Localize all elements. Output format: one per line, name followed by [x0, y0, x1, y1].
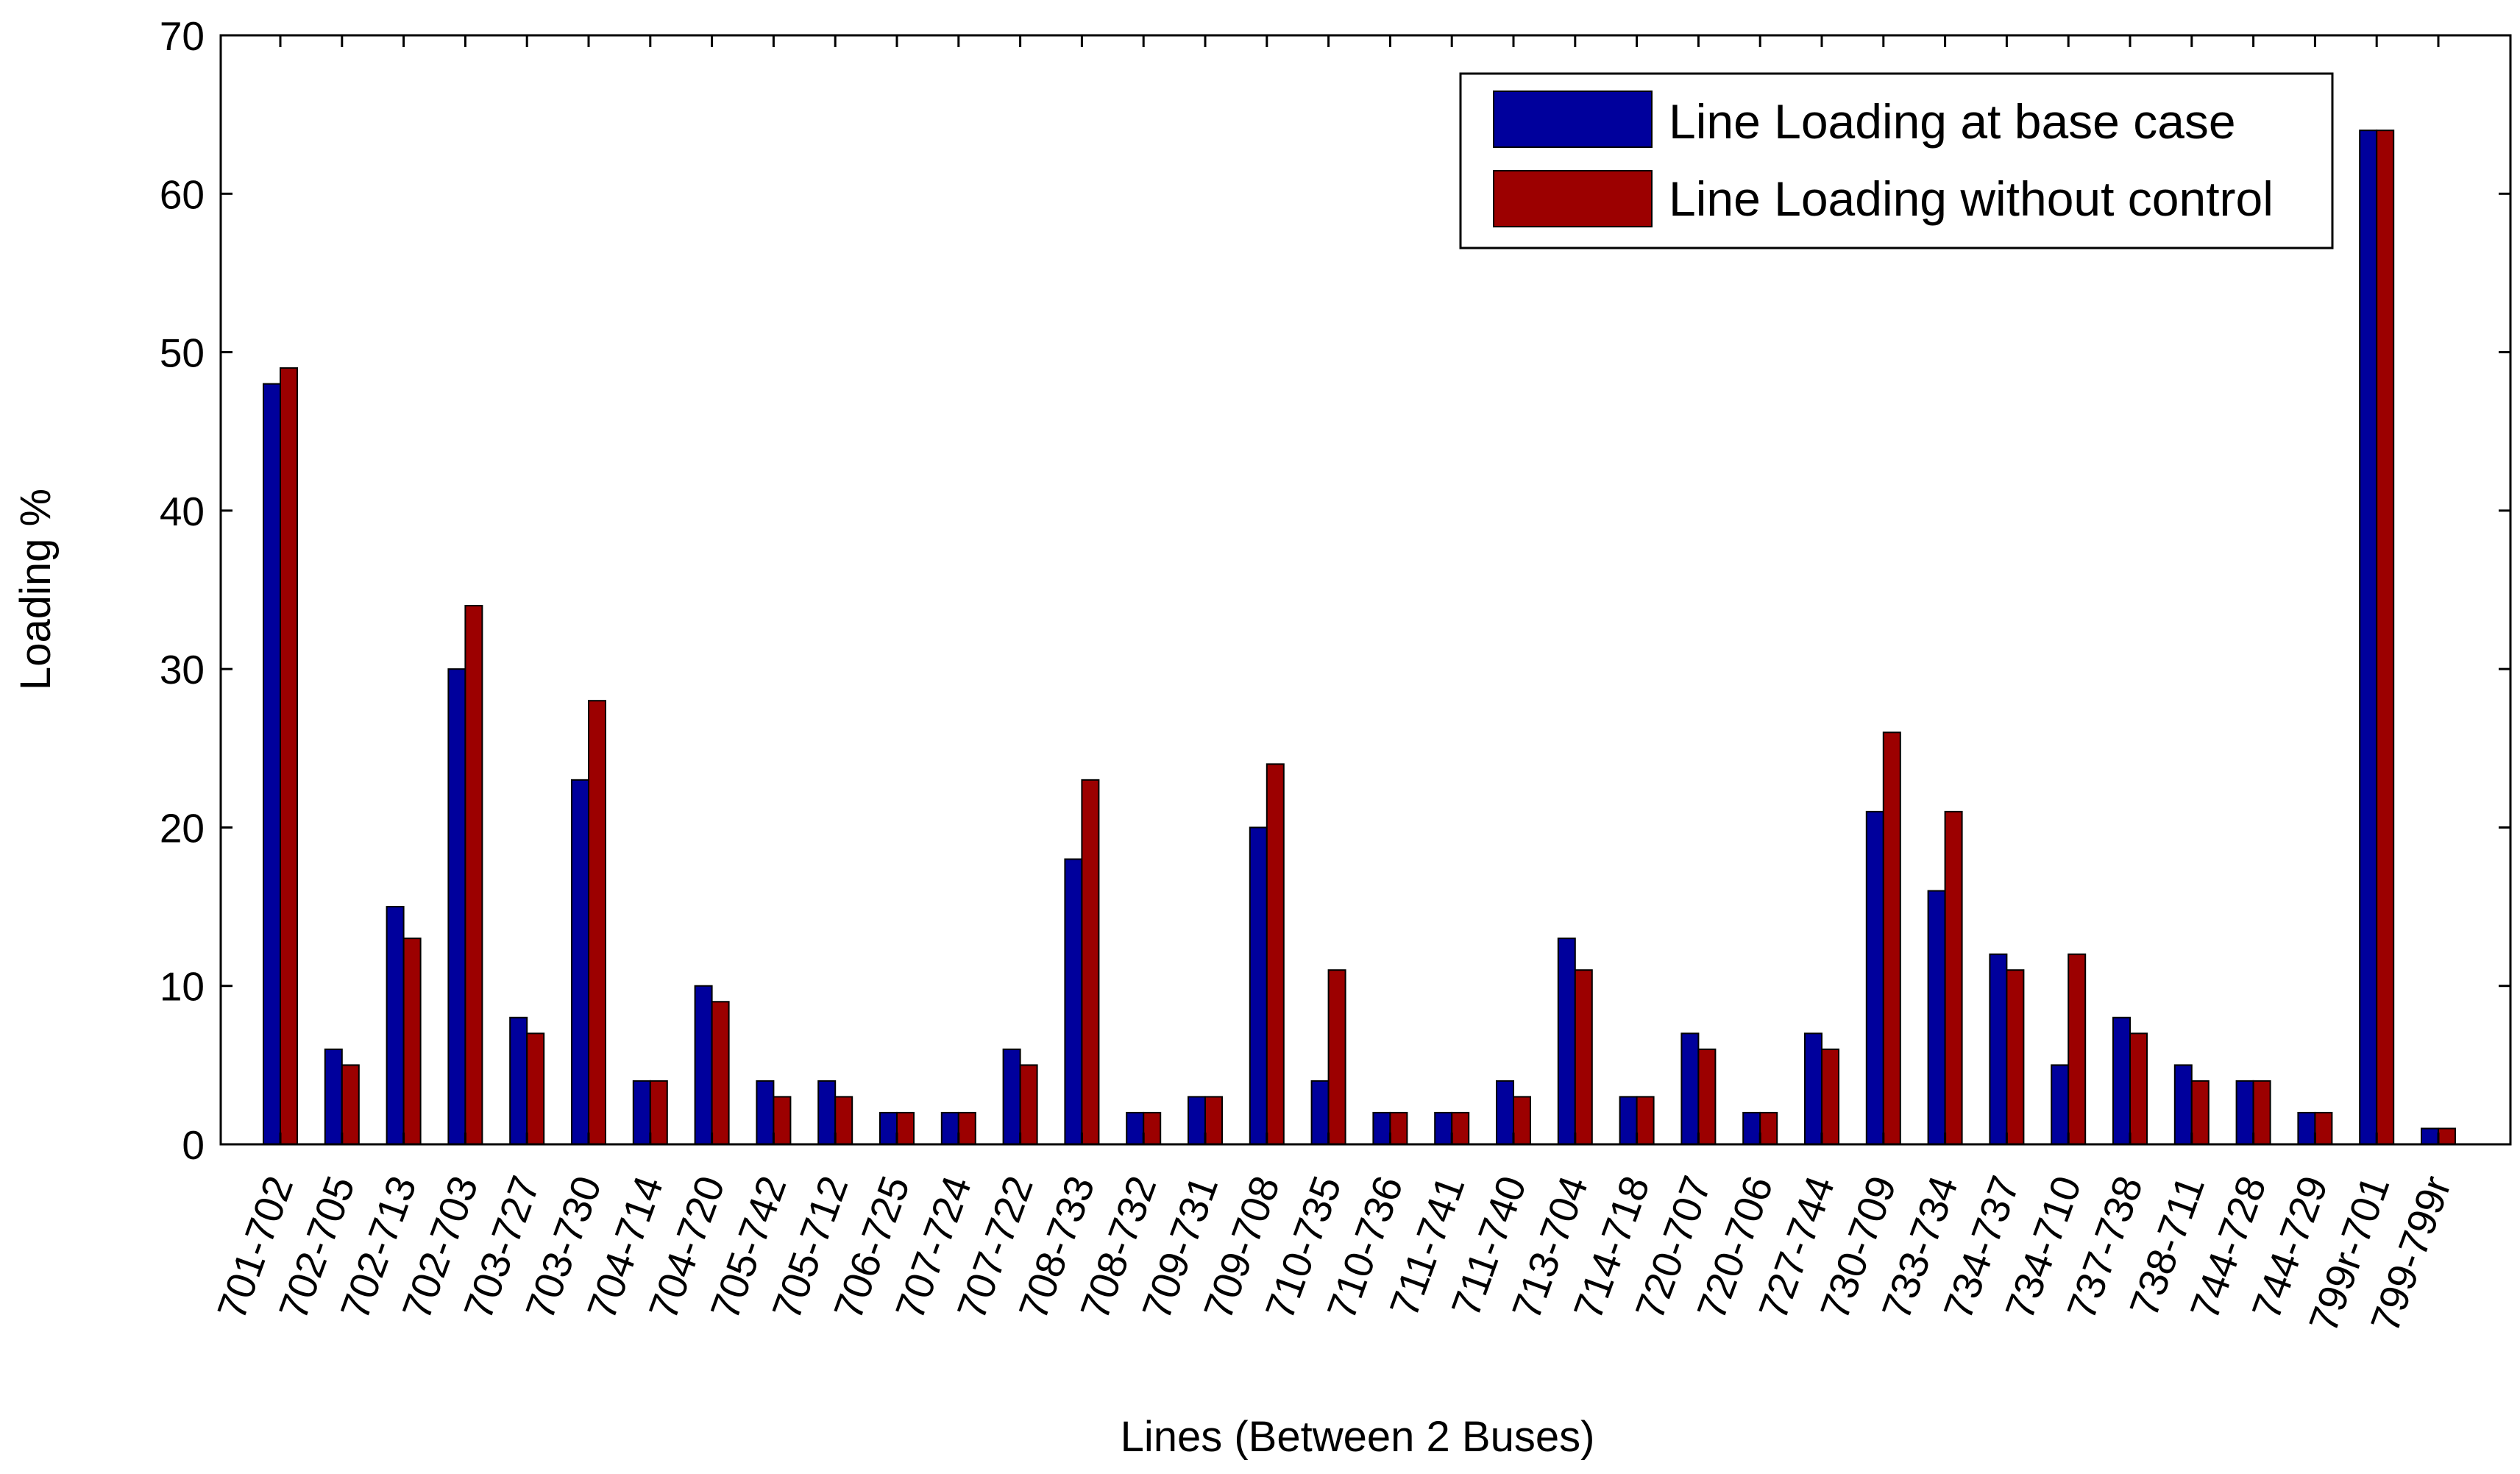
y-axis: 0 10 20 30 40 50 60 70 [160, 13, 2510, 1168]
y-tick-label: 60 [160, 171, 205, 217]
bar-without-control-702-703 [464, 605, 483, 1145]
bar-without-control-733-734 [1944, 810, 1963, 1146]
y-tick-label: 30 [160, 647, 205, 692]
bar-base-case-711-741 [1434, 1111, 1453, 1146]
bar-without-control-713-704 [1574, 969, 1593, 1145]
bar-base-case-705-712 [817, 1080, 837, 1146]
bar-base-case-704-714 [632, 1080, 651, 1146]
bar-without-control-709-731 [1204, 1096, 1223, 1146]
bar-without-control-703-730 [588, 700, 606, 1145]
legend: Line Loading at base case Line Loading w… [1459, 72, 2334, 249]
bar-without-control-709-708 [1266, 763, 1285, 1146]
bar-without-control-711-740 [1513, 1096, 1531, 1146]
bar-without-control-704-720 [711, 1001, 730, 1145]
bar-base-case-710-735 [1310, 1080, 1330, 1146]
bar-without-control-706-725 [896, 1111, 915, 1146]
bar-base-case-744-728 [2235, 1080, 2254, 1146]
bar-base-case-704-720 [694, 985, 713, 1145]
y-tick-label: 20 [160, 805, 205, 851]
bar-without-control-704-714 [649, 1080, 668, 1146]
bar-base-case-702-713 [386, 906, 405, 1145]
y-tick-label: 0 [182, 1122, 205, 1168]
bar-base-case-799-799r [2421, 1127, 2439, 1146]
bar-without-control-720-706 [1759, 1111, 1778, 1146]
bar-base-case-705-742 [756, 1080, 775, 1146]
bar-base-case-709-708 [1249, 826, 1268, 1146]
bar-base-case-734-737 [1989, 953, 2008, 1145]
bar-base-case-711-740 [1496, 1080, 1514, 1146]
bar-without-control-799-799r [2438, 1127, 2456, 1146]
bar-base-case-708-732 [1126, 1111, 1145, 1146]
bar-base-case-713-704 [1557, 938, 1576, 1145]
bar-without-control-710-735 [1327, 969, 1346, 1145]
bar-base-case-701-702 [263, 383, 281, 1146]
bar-base-case-702-705 [324, 1048, 343, 1146]
bar-without-control-738-711 [2190, 1080, 2210, 1146]
x-axis-label: Lines (Between 2 Buses) [1121, 1413, 1595, 1461]
bar-without-control-705-712 [834, 1096, 853, 1146]
bar-without-control-734-710 [2068, 953, 2087, 1145]
bar-without-control-730-709 [1882, 731, 1901, 1145]
bar-base-case-707-724 [940, 1111, 959, 1146]
y-tick-label: 70 [160, 13, 205, 59]
bar-base-case-714-718 [1619, 1096, 1638, 1146]
bar-without-control-702-705 [341, 1064, 360, 1146]
bar-base-case-720-706 [1742, 1111, 1761, 1146]
bar-without-control-703-727 [526, 1032, 545, 1146]
bar-without-control-708-732 [1143, 1111, 1162, 1146]
bar-base-case-744-729 [2297, 1111, 2316, 1146]
bar-base-case-710-736 [1372, 1111, 1391, 1146]
bar-base-case-709-731 [1188, 1096, 1206, 1146]
bar-base-case-720-707 [1680, 1032, 1700, 1146]
bar-without-control-734-737 [2006, 969, 2025, 1145]
bar-without-control-727-744 [1821, 1048, 1839, 1146]
bar-without-control-744-729 [2314, 1111, 2333, 1146]
bar-without-control-707-724 [957, 1111, 976, 1146]
bar-base-case-706-725 [879, 1111, 898, 1146]
bar-without-control-702-713 [402, 938, 422, 1145]
bar-base-case-738-711 [2173, 1064, 2193, 1146]
bar-without-control-710-736 [1389, 1111, 1408, 1146]
legend-label-without-control: Line Loading without control [1669, 171, 2274, 226]
bar-without-control-737-738 [2129, 1032, 2148, 1146]
bar-base-case-708-733 [1064, 858, 1083, 1145]
y-tick-label: 10 [160, 964, 205, 1010]
bar-base-case-734-710 [2051, 1064, 2070, 1146]
bar-base-case-703-727 [509, 1016, 528, 1146]
bar-base-case-730-709 [1865, 810, 1884, 1146]
bar-base-case-799r-701 [2359, 130, 2378, 1146]
bar-without-control-701-702 [280, 367, 298, 1146]
y-axis-label: Loading % [12, 489, 60, 690]
bar-base-case-702-703 [447, 668, 466, 1145]
bar-base-case-727-744 [1804, 1032, 1822, 1146]
bar-without-control-711-741 [1451, 1111, 1470, 1146]
bar-without-control-720-707 [1697, 1048, 1717, 1146]
bar-without-control-708-733 [1081, 779, 1100, 1146]
bar-base-case-737-738 [2112, 1016, 2131, 1146]
legend-swatch-without-control [1493, 170, 1653, 227]
bar-without-control-707-722 [1019, 1064, 1038, 1146]
plot-frame [219, 34, 2512, 1146]
y-tick-label: 40 [160, 489, 205, 534]
bar-base-case-707-722 [1002, 1048, 1021, 1146]
bar-without-control-705-742 [773, 1096, 792, 1146]
bar-without-control-799r-701 [2376, 130, 2395, 1146]
bar-without-control-744-728 [2252, 1080, 2271, 1146]
bar-base-case-733-734 [1927, 890, 1946, 1145]
bar-without-control-714-718 [1636, 1096, 1655, 1146]
bar-base-case-703-730 [571, 779, 589, 1146]
legend-label-base-case: Line Loading at base case [1669, 94, 2236, 149]
y-tick-label: 50 [160, 330, 205, 376]
legend-swatch-base-case [1493, 91, 1653, 148]
